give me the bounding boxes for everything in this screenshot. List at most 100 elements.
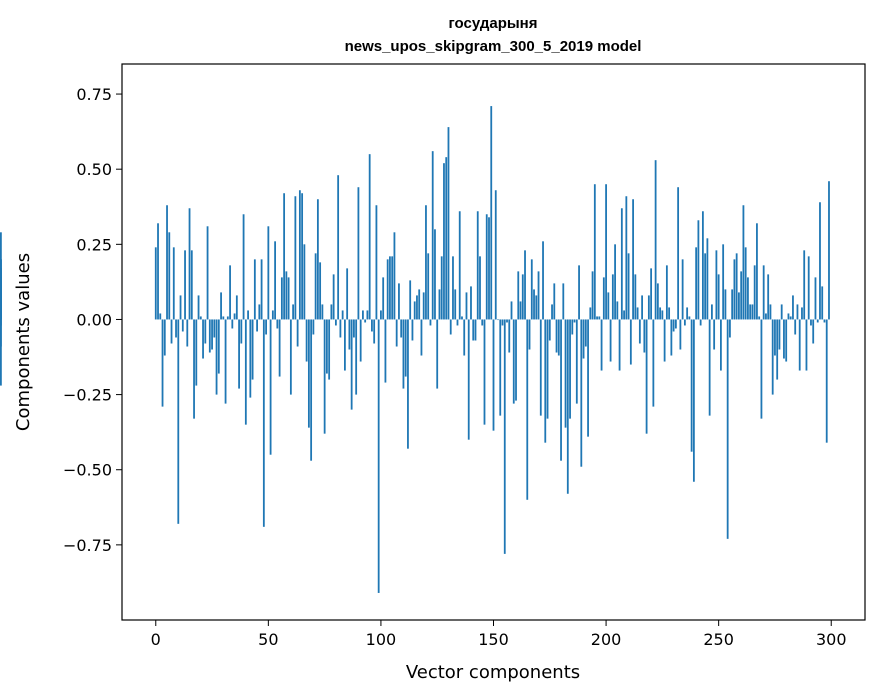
bar-166	[528, 319, 531, 350]
bar-296	[821, 286, 824, 320]
bar-275	[774, 319, 776, 356]
bar-247	[711, 304, 713, 320]
bar-108	[398, 283, 400, 320]
bar-265	[751, 304, 754, 320]
bar-219	[647, 295, 650, 320]
bar-295	[819, 202, 821, 320]
bar-29	[220, 292, 222, 320]
bar-62	[294, 196, 297, 320]
bar-251	[720, 319, 722, 371]
bar-225	[661, 310, 664, 320]
bar-125	[436, 319, 439, 389]
bar-32	[226, 316, 229, 320]
bar-232	[677, 187, 680, 320]
bar-58	[285, 271, 288, 320]
bar-96	[371, 319, 373, 332]
bar-143	[476, 211, 479, 320]
bar-262	[744, 247, 747, 320]
bar-188	[578, 265, 580, 320]
bar-31	[224, 319, 227, 404]
bar-158	[510, 301, 513, 320]
y-tick-label: 0.25	[76, 235, 112, 254]
bar-276	[776, 319, 779, 380]
bar-110	[402, 319, 405, 389]
bar-78	[330, 304, 333, 320]
bar-196	[596, 316, 598, 320]
bar-214	[636, 307, 639, 320]
y-axis-label: Components values	[13, 253, 34, 431]
bar-22	[204, 319, 207, 344]
bar-107	[395, 319, 398, 347]
bar-52	[271, 310, 274, 320]
bar-253	[724, 289, 727, 320]
bar-136	[461, 316, 463, 320]
bar-146	[483, 319, 486, 425]
bar-63	[296, 319, 299, 347]
bar-238	[690, 319, 693, 452]
bar-18	[195, 319, 198, 386]
bar-42	[249, 319, 252, 398]
bar-279	[783, 319, 785, 359]
bar-17	[193, 319, 195, 419]
bar-23	[206, 226, 209, 320]
bar-39	[242, 214, 245, 320]
bar-48	[262, 319, 265, 527]
bar-90	[357, 187, 360, 320]
bar-227	[665, 265, 668, 320]
bar-217	[643, 319, 646, 353]
bar-223	[656, 283, 659, 320]
bar-184	[569, 319, 571, 419]
bar-292	[812, 319, 815, 344]
bar-87	[350, 319, 353, 410]
bar-20	[199, 316, 202, 320]
bar-26	[213, 319, 216, 338]
bar-255	[729, 319, 731, 338]
bar-197	[598, 316, 601, 320]
bar-71	[314, 253, 317, 320]
bar-248	[713, 319, 716, 350]
bar-undefined	[0, 319, 2, 386]
x-axis: 0 50 100 150 200 250 300	[151, 620, 847, 649]
bar-77	[328, 319, 331, 380]
bar-142	[474, 319, 477, 341]
bar-174	[546, 319, 549, 419]
bar-161	[517, 271, 520, 320]
bar-168	[533, 289, 535, 320]
bar-180	[560, 319, 562, 461]
bar-256	[731, 289, 734, 320]
bar-25	[211, 319, 213, 350]
bar-54	[276, 319, 279, 329]
bar-112	[407, 319, 409, 449]
bar-216	[641, 295, 643, 320]
bar-206	[618, 319, 621, 371]
bar-19	[197, 295, 200, 320]
bar-61	[292, 304, 295, 320]
bar-209	[625, 196, 628, 320]
bar-59	[287, 277, 290, 320]
bar-129	[445, 157, 448, 320]
bar-65	[301, 193, 304, 320]
bar-93	[364, 319, 367, 323]
y-tick-label: 0.75	[76, 85, 112, 104]
bar-92	[362, 310, 364, 320]
bar-37	[238, 319, 240, 389]
bar-186	[573, 319, 576, 323]
bar-28	[217, 319, 220, 374]
bar-195	[593, 184, 596, 320]
bar-156	[506, 319, 508, 323]
bar-118	[420, 319, 423, 356]
bar-86	[348, 319, 351, 350]
bar-272	[767, 274, 770, 320]
bar-221	[652, 319, 655, 407]
bar-91	[359, 319, 362, 362]
bar-99	[377, 319, 380, 593]
bar-122	[429, 319, 432, 326]
bar-147	[485, 214, 488, 320]
bar-57	[283, 193, 286, 320]
bar-224	[659, 307, 662, 320]
bar-213	[634, 274, 637, 320]
bar-199	[602, 277, 605, 320]
bar-11	[179, 295, 182, 320]
bar-231	[674, 319, 677, 329]
